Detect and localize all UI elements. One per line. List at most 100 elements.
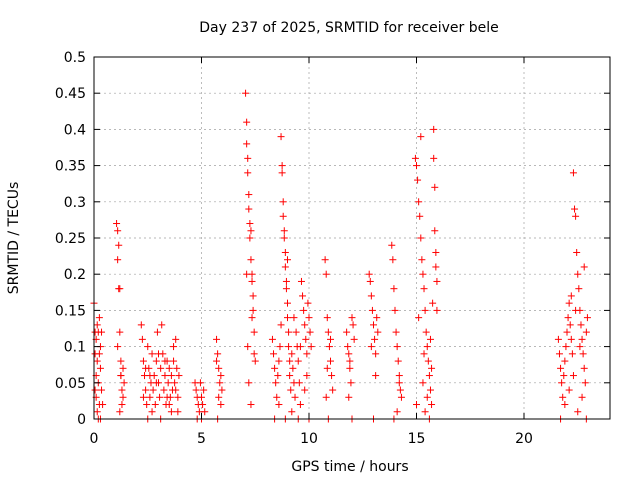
- data-point: [413, 401, 420, 409]
- data-point: [305, 314, 313, 322]
- data-point: [391, 306, 399, 314]
- data-point: [572, 306, 580, 314]
- data-point: [428, 401, 436, 409]
- data-point: [306, 328, 314, 336]
- data-point: [431, 183, 439, 191]
- data-point: [555, 350, 563, 358]
- data-point: [296, 401, 304, 409]
- x-tick-label: 5: [197, 431, 206, 447]
- data-point: [215, 393, 223, 401]
- data-point: [559, 393, 567, 401]
- grid: [94, 57, 610, 419]
- data-point: [433, 277, 441, 285]
- data-point: [565, 386, 573, 394]
- data-point: [116, 285, 124, 293]
- data-point: [418, 256, 426, 264]
- data-point: [139, 393, 147, 401]
- data-point: [302, 335, 310, 343]
- data-point: [565, 299, 573, 307]
- data-point: [580, 263, 588, 271]
- data-point: [323, 364, 331, 372]
- data-point: [392, 328, 400, 336]
- data-point: [420, 285, 428, 293]
- data-point: [372, 372, 380, 380]
- data-point: [419, 379, 427, 387]
- data-point: [296, 343, 304, 351]
- data-point: [144, 343, 152, 351]
- data-point: [120, 379, 128, 387]
- data-point: [563, 328, 571, 336]
- data-point: [243, 270, 251, 278]
- data-point: [429, 299, 437, 307]
- data-point: [325, 343, 333, 351]
- data-point: [562, 343, 570, 351]
- data-point: [578, 335, 586, 343]
- data-point: [301, 386, 309, 394]
- data-point: [96, 364, 104, 372]
- data-point: [280, 234, 288, 242]
- data-point: [247, 227, 255, 235]
- x-axis-label: GPS time / hours: [291, 459, 408, 475]
- data-point: [554, 335, 562, 343]
- data-point: [281, 248, 289, 256]
- data-point: [99, 401, 107, 409]
- data-point: [98, 386, 106, 394]
- data-point: [349, 321, 357, 329]
- data-point: [272, 379, 280, 387]
- data-point: [251, 357, 259, 365]
- data-point: [244, 343, 252, 351]
- data-point: [113, 220, 121, 228]
- data-point: [420, 350, 428, 358]
- data-point: [421, 306, 429, 314]
- data-point: [428, 364, 436, 372]
- data-point: [213, 357, 221, 365]
- data-point: [557, 364, 565, 372]
- data-point: [156, 393, 164, 401]
- data-point: [287, 386, 295, 394]
- data-point: [249, 292, 257, 300]
- data-point: [167, 372, 175, 380]
- x-tick-label: 20: [515, 431, 533, 447]
- data-point: [279, 212, 287, 220]
- data-point: [564, 314, 572, 322]
- data-point: [417, 133, 425, 141]
- data-point: [215, 364, 223, 372]
- data-point: [572, 212, 580, 220]
- x-tick-labels: 0 5 10 15 20: [90, 431, 533, 447]
- y-tick-labels: 0 0.05 0.1 0.15 0.2 0.25 0.3 0.35 0.4 0.45 0.5: [55, 50, 86, 428]
- data-point: [423, 393, 431, 401]
- data-point: [245, 191, 253, 199]
- data-point: [278, 169, 286, 177]
- data-point: [322, 393, 330, 401]
- data-point: [93, 321, 101, 329]
- data-point: [433, 306, 441, 314]
- data-point: [139, 357, 147, 365]
- data-point: [304, 299, 312, 307]
- data-point: [161, 372, 169, 380]
- y-tick-label: 0.5: [64, 50, 86, 66]
- data-point: [573, 248, 581, 256]
- data-point: [249, 306, 257, 314]
- data-point: [432, 248, 440, 256]
- data-point: [119, 364, 127, 372]
- data-point: [149, 386, 157, 394]
- data-point: [93, 408, 101, 416]
- y-tick-label: 0.3: [64, 195, 86, 211]
- y-tick-label: 0.2: [64, 267, 86, 283]
- data-point: [416, 212, 424, 220]
- data-point: [289, 364, 297, 372]
- data-point: [198, 393, 205, 401]
- data-point: [370, 321, 377, 329]
- data-point: [172, 386, 180, 394]
- data-point: [201, 408, 209, 416]
- data-point: [346, 364, 354, 372]
- data-point: [395, 379, 403, 387]
- data-point: [297, 277, 305, 285]
- data-point: [151, 401, 159, 409]
- data-point: [167, 408, 175, 416]
- data-point: [569, 169, 577, 177]
- data-point: [171, 379, 179, 387]
- data-point: [118, 401, 126, 409]
- data-point: [574, 408, 582, 416]
- data-point: [286, 372, 294, 380]
